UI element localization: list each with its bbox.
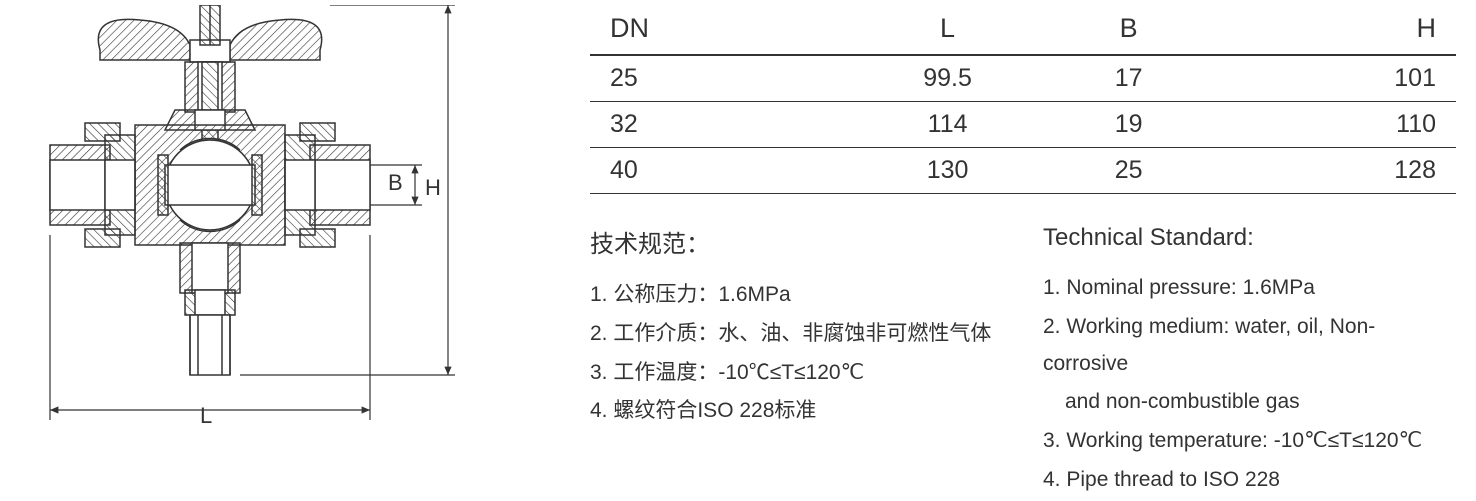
valve-cross-section-svg [30, 5, 460, 425]
table-cell: 110 [1199, 102, 1456, 148]
specs-cn-list: 1. 公称压力：1.6MPa2. 工作介质：水、油、非腐蚀非可燃性气体3. 工作… [590, 277, 1003, 430]
dim-label-H: H [425, 175, 441, 201]
spec-item: and non-combustible gas [1043, 384, 1456, 421]
spec-item: 3. 工作温度：-10℃≤T≤120℃ [590, 355, 1003, 392]
table-cell: 19 [1059, 102, 1199, 148]
spec-item: 2. Working medium: water, oil, Non-corro… [1043, 309, 1456, 383]
table-header: H [1199, 5, 1456, 55]
table-row: 2599.517101 [590, 55, 1456, 102]
table-cell: 101 [1199, 55, 1456, 102]
specs-en-list: 1. Nominal pressure: 1.6MPa2. Working me… [1043, 270, 1456, 499]
dim-label-L: L [200, 403, 212, 429]
technical-drawing: L B H [30, 5, 460, 425]
specs-cn-heading: 技术规范： [590, 224, 1003, 259]
table-header: L [837, 5, 1059, 55]
table-cell: 114 [837, 102, 1059, 148]
content-column: DNLBH 2599.51710132114191104013025128 技术… [490, 0, 1476, 500]
table-cell: 130 [837, 148, 1059, 194]
specs-chinese: 技术规范： 1. 公称压力：1.6MPa2. 工作介质：水、油、非腐蚀非可燃性气… [590, 224, 1003, 501]
diagram-column: L B H [0, 0, 490, 500]
table-cell: 99.5 [837, 55, 1059, 102]
table-cell: 17 [1059, 55, 1199, 102]
table-cell: 128 [1199, 148, 1456, 194]
spec-item: 1. Nominal pressure: 1.6MPa [1043, 270, 1456, 307]
spec-item: 1. 公称压力：1.6MPa [590, 277, 1003, 314]
specs-en-heading: Technical Standard: [1043, 224, 1456, 252]
table-header: B [1059, 5, 1199, 55]
table-cell: 25 [590, 55, 837, 102]
table-header: DN [590, 5, 837, 55]
dimensions-table: DNLBH 2599.51710132114191104013025128 [590, 5, 1456, 194]
spec-item: 4. Pipe thread to ISO 228 [1043, 462, 1456, 499]
specs-english: Technical Standard: 1. Nominal pressure:… [1043, 224, 1456, 501]
table-cell: 32 [590, 102, 837, 148]
table-row: 4013025128 [590, 148, 1456, 194]
table-row: 3211419110 [590, 102, 1456, 148]
table-cell: 25 [1059, 148, 1199, 194]
spec-item: 3. Working temperature: -10℃≤T≤120℃ [1043, 423, 1456, 460]
dim-label-B: B [388, 170, 403, 196]
table-cell: 40 [590, 148, 837, 194]
spec-item: 2. 工作介质：水、油、非腐蚀非可燃性气体 [590, 316, 1003, 353]
spec-item: 4. 螺纹符合ISO 228标准 [590, 393, 1003, 430]
